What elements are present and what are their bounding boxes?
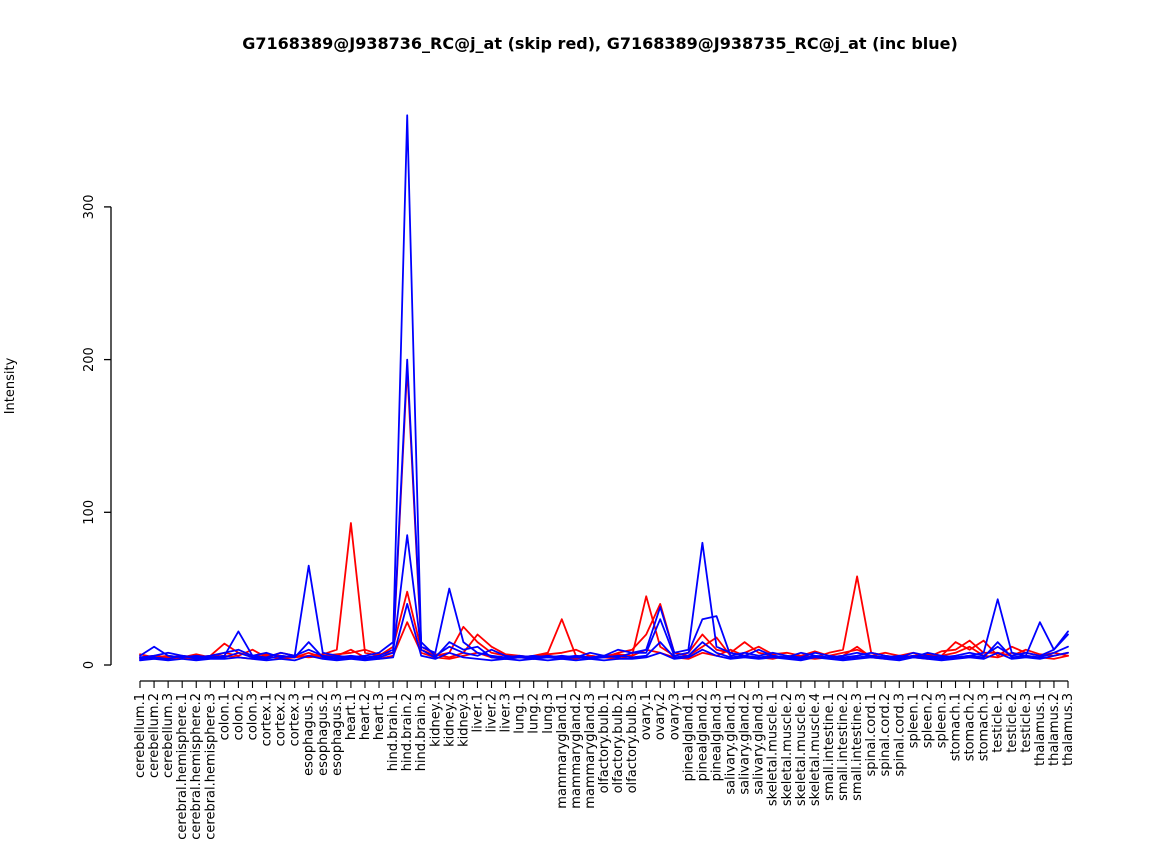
x-tick-label: skeletal.muscle.2 [780,693,795,806]
x-tick-label: hind.brain.3 [414,693,429,771]
x-tick-label: mammarygland.3 [583,693,598,809]
series-line-3 [139,603,1069,662]
x-tick-label: colon.2 [231,693,246,740]
x-tick-label: skeletal.muscle.4 [808,693,823,806]
x-tick-label: salivary.gland.2 [738,693,753,795]
x-tick-label: kidney.2 [442,693,457,747]
chart-title: G7168389@J938736_RC@j_at (skip red), G71… [242,34,958,53]
x-tick-label: lung.2 [527,693,542,734]
x-tick-label: testicle.3 [1019,693,1034,753]
x-tick-label: mammarygland.2 [569,693,584,809]
x-tick-label: heart.2 [358,693,373,740]
x-tick-label: testicle.1 [991,693,1006,753]
x-tick-label: testicle.2 [1005,693,1020,753]
y-tick-label: 0 [82,661,97,669]
x-tick-label: skeletal.muscle.3 [794,693,809,806]
x-tick-label: spleen.1 [906,693,921,748]
x-tick-label: pinealgland.3 [709,693,724,781]
x-tick-label: cerebral.hemisphere.2 [189,693,204,840]
x-tick-label: cerebral.hemisphere.3 [203,693,218,840]
x-tick-label: hind.brain.2 [400,693,415,771]
x-tick-label: ovary.3 [667,693,682,740]
x-tick-label: olfactory.bulb.3 [625,693,640,793]
x-tick-label: salivary.gland.3 [752,693,767,795]
y-tick-label: 300 [82,194,97,219]
series-line-6 [139,114,1069,659]
x-tick-label: cerebellum.1 [133,693,148,778]
x-tick-label: lung.3 [541,693,556,734]
x-tick-label: spleen.3 [934,693,949,748]
x-tick-label: small.intestine.1 [822,693,837,801]
x-tick-label: stomach.1 [949,693,964,761]
x-tick-label: esophagus.2 [316,693,331,776]
series-line-0 [139,522,1069,659]
x-tick-label: ovary.2 [653,693,668,740]
x-tick-label: heart.3 [372,693,387,740]
series-line-4 [139,534,1069,660]
x-tick-label: spinal.cord.3 [892,693,907,776]
x-tick-label: spleen.2 [920,693,935,748]
x-tick-label: mammarygland.1 [555,693,570,809]
x-tick-label: stomach.3 [977,693,992,761]
x-tick-label: kidney.3 [456,693,471,747]
series-line-1 [139,366,1069,659]
x-tick-label: thalamus.1 [1033,693,1048,766]
x-tick-label: cortex.2 [274,693,289,746]
x-tick-label: lung.1 [513,693,528,734]
x-tick-label: liver.1 [470,693,485,732]
x-tick-label: spinal.cord.1 [864,693,879,776]
x-tick-label: colon.3 [245,693,260,740]
x-tick-label: esophagus.1 [302,693,317,776]
x-tick-label: cerebellum.2 [147,693,162,778]
y-tick-label: 100 [82,500,97,525]
x-tick-label: stomach.2 [963,693,978,761]
x-tick-label: small.intestine.2 [836,693,851,801]
x-tick-label: thalamus.2 [1047,693,1062,766]
x-tick-label: olfactory.bulb.2 [611,693,626,793]
x-tick-label: skeletal.muscle.1 [766,693,781,806]
x-tick-label: esophagus.3 [330,693,345,776]
x-tick-label: liver.2 [485,693,500,732]
x-tick-label: cerebral.hemisphere.1 [175,693,190,840]
x-tick-label: small.intestine.3 [850,693,865,801]
x-tick-label: cortex.3 [288,693,303,746]
y-tick-label: 200 [82,347,97,372]
x-tick-label: spinal.cord.2 [878,693,893,776]
x-tick-label: heart.1 [344,693,359,740]
x-tick-label: liver.3 [499,693,514,732]
x-tick-label: olfactory.bulb.1 [597,693,612,793]
x-tick-label: colon.1 [217,693,232,740]
x-tick-label: salivary.gland.1 [724,693,739,795]
x-tick-label: ovary.1 [639,693,654,740]
x-tick-label: pinealgland.1 [681,693,696,781]
x-tick-label: hind.brain.1 [386,693,401,771]
x-tick-label: kidney.1 [428,693,443,747]
x-tick-label: pinealgland.2 [695,693,710,781]
x-tick-label: cerebellum.3 [161,693,176,778]
series-line-5 [139,358,1069,659]
x-tick-label: cortex.1 [260,693,275,746]
y-axis-title: Intensity [3,357,18,414]
x-tick-label: thalamus.3 [1061,693,1076,766]
